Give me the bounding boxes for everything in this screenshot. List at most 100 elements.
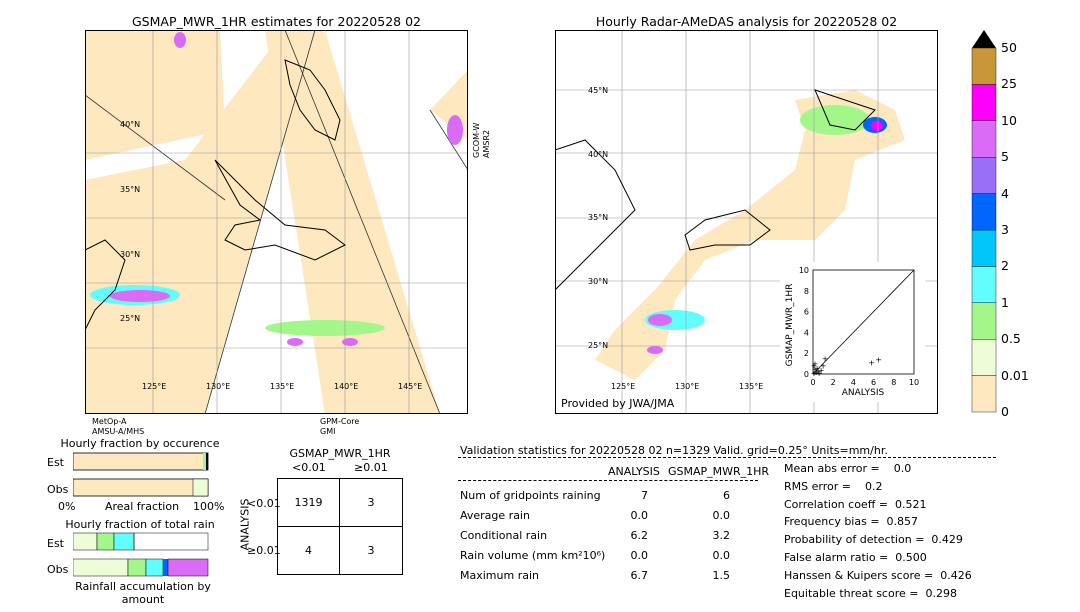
lon-label: 125°E — [611, 382, 636, 391]
stats-row-gsmap: 1.5 — [712, 569, 731, 582]
score-line: Correlation coeff = 0.521 — [784, 497, 927, 511]
scatter-ytick: 0 — [804, 370, 809, 379]
occurrence-title: Hourly fraction by occurence — [60, 437, 220, 450]
lat-label: 40°N — [120, 120, 141, 129]
colorbar-segment — [971, 120, 997, 158]
score-line: Equitable threat score = 0.298 — [784, 586, 957, 600]
lat-label: 25°N — [588, 341, 609, 350]
lon-label: 130°E — [675, 382, 700, 391]
diagonal-line — [812, 269, 915, 375]
scatter-xtick: 8 — [891, 378, 896, 387]
stats-row-gsmap: 6 — [723, 489, 730, 502]
stats-row-label: Maximum rain — [460, 569, 539, 582]
colorbar-segment — [971, 156, 997, 194]
col-gsmap: GSMAP_MWR_1HR — [668, 465, 770, 478]
score-line: Mean abs error = 0.0 — [784, 462, 912, 475]
rain-blob-north — [174, 32, 186, 48]
colorbar-label: 5 — [1001, 149, 1009, 165]
cell-fp: 3 — [367, 496, 375, 509]
stats-row-analysis: 0.0 — [630, 549, 649, 562]
scatter-point: + — [820, 362, 827, 371]
tick-100pct: 100% — [193, 500, 225, 513]
colorbar-segment — [971, 84, 997, 122]
colorbar-label: 3 — [1001, 222, 1009, 237]
lat-label: 40°N — [588, 150, 609, 159]
colorbar-segment — [971, 193, 997, 231]
stats-row-label: Average rain — [460, 509, 530, 522]
stats-row-analysis: 6.7 — [630, 569, 649, 582]
score-line: False alarm ratio = 0.500 — [784, 551, 927, 564]
scatter-ytick: 8 — [804, 287, 809, 296]
stats-row-label: Conditional rain — [460, 529, 548, 542]
scatter-xtick: 10 — [909, 378, 919, 387]
row-header: <0.01 — [247, 497, 281, 510]
scatter-point: + — [811, 369, 818, 378]
swath-label-gmi: GPM-Core GMI — [320, 417, 360, 436]
scatter-point: + — [811, 362, 818, 371]
colorbar-label: 1 — [1001, 294, 1009, 310]
lat-label: 35°N — [120, 185, 141, 194]
scatter-point: + — [816, 369, 823, 378]
contingency-side-label: ANALYSIS — [238, 498, 252, 551]
stats-row-gsmap: 3.2 — [712, 529, 731, 542]
stats-row-analysis: 0.0 — [630, 509, 649, 522]
lon-label: 130°E — [206, 382, 231, 391]
colorbar-segment — [971, 375, 997, 413]
coastline-hokkaido — [814, 89, 876, 131]
scatter-xtick: 6 — [871, 378, 876, 387]
colorbar-segment — [971, 47, 997, 85]
total-rain-title: Hourly fraction of total rain — [65, 518, 215, 531]
scatter-xtick: 2 — [831, 378, 836, 387]
scatter-xtick: 4 — [851, 378, 856, 387]
score-line: Frequency bias = 0.857 — [784, 515, 919, 529]
left-map-title: GSMAP_MWR_1HR estimates for 20220528 02 — [132, 14, 421, 29]
scatter-ytick: 6 — [804, 308, 809, 317]
stats-row-analysis: 7 — [641, 489, 648, 502]
rain-blob-core — [110, 290, 170, 302]
scatter-point: + — [812, 365, 819, 374]
stats-row-label: Num of gridpoints raining — [460, 489, 601, 502]
stats-row-label: Rain volume (mm km²10⁶) — [460, 549, 606, 562]
tick-0pct: 0% — [58, 500, 76, 513]
coastline-japan — [214, 159, 346, 261]
lat-label: 45°N — [588, 86, 609, 95]
coastline-asia — [555, 139, 636, 291]
total-rain-bars — [73, 532, 209, 577]
lat-label: 30°N — [588, 277, 609, 286]
scatter-ylabel: GSMAP_MWR_1HR — [785, 283, 795, 367]
score-line: Hanssen & Kuipers score = 0.426 — [784, 568, 972, 582]
lon-label: 125°E — [142, 382, 167, 391]
contingency-title: GSMAP_MWR_1HR — [289, 447, 391, 460]
colorbar-segment — [971, 266, 997, 303]
occurrence-bars — [73, 452, 209, 497]
scatter-ytick: 10 — [799, 266, 809, 275]
row-label-est: Est — [47, 537, 64, 550]
areal-fraction-label: Areal fraction — [104, 500, 180, 513]
credit-text: Provided by JWA/JMA — [561, 397, 675, 410]
left-map — [85, 30, 469, 415]
coastline-japan — [684, 209, 771, 251]
col-header: ≥0.01 — [354, 461, 388, 474]
colorbar-label: 50 — [1001, 40, 1017, 55]
scatter-ytick: 4 — [804, 328, 809, 337]
rainfall-accum-label: Rainfall accumulation by amount — [75, 580, 211, 606]
cell-tp: 3 — [367, 544, 375, 557]
row-header: ≥0.01 — [247, 544, 281, 557]
colorbar-label: 10 — [1001, 112, 1017, 128]
stats-header: Validation statistics for 20220528 02 n=… — [460, 444, 888, 457]
colorbar-segment — [971, 229, 997, 267]
swath-label-amsr2: GCOM-W AMSR2 — [472, 122, 491, 158]
lat-label: 30°N — [120, 250, 141, 259]
score-line: Probability of detection = 0.429 — [784, 533, 963, 547]
lat-label: 35°N — [588, 213, 609, 222]
swath-gmi — [265, 30, 440, 414]
rain-blob-east — [447, 115, 463, 145]
colorbar-label: 0.01 — [1001, 367, 1029, 383]
cell-tn: 1319 — [294, 496, 323, 509]
colorbar-label: 0.5 — [1001, 331, 1021, 347]
lon-label: 135°E — [739, 382, 764, 391]
stats-row-gsmap: 0.0 — [712, 549, 731, 562]
colorbar — [971, 30, 997, 413]
scatter-ytick: 2 — [804, 349, 809, 358]
